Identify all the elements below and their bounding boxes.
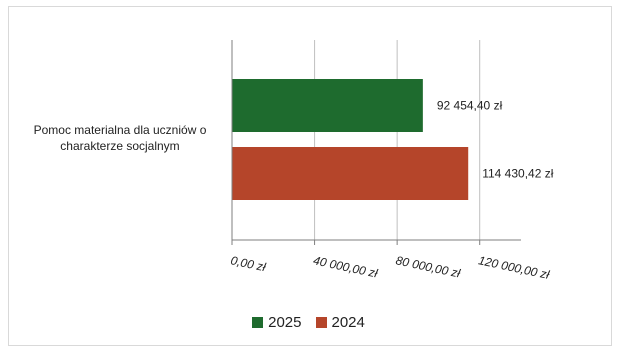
category-label-line: charakterze socjalnym: [60, 139, 179, 153]
x-tick-label: 120 000,00 zł: [477, 253, 551, 282]
bar-2024: [232, 147, 469, 200]
data-label-2024: 114 430,42 zł: [482, 167, 554, 181]
legend: 2025 2024: [0, 314, 617, 331]
bars: [232, 79, 469, 200]
axes: [231, 40, 521, 245]
bar-2025: [232, 79, 423, 132]
legend-item-2024: 2024: [315, 314, 365, 331]
data-label-2025: 92 454,40 zł: [437, 99, 503, 113]
legend-swatch: [252, 317, 264, 328]
category-label-line: Pomoc materialna dla uczniów o: [34, 123, 207, 137]
category-label: Pomoc materialna dla uczniów o charakterz…: [34, 123, 207, 153]
x-tick-label: 40 000,00 zł: [312, 253, 379, 280]
legend-item-2025: 2025: [252, 314, 302, 331]
legend-label: 2025: [268, 314, 302, 331]
x-tick-label: 0,00 zł: [229, 253, 267, 274]
x-tick-label: 80 000,00 zł: [395, 253, 462, 280]
value-labels: 92 454,40 zł 114 430,42 zł: [437, 99, 554, 181]
tick-labels: 0,00 zł 40 000,00 zł 80 000,00 zł 120 000,0…: [229, 253, 550, 282]
legend-label: 2024: [331, 314, 365, 331]
gridlines: [314, 40, 481, 240]
legend-swatch: [315, 317, 327, 328]
